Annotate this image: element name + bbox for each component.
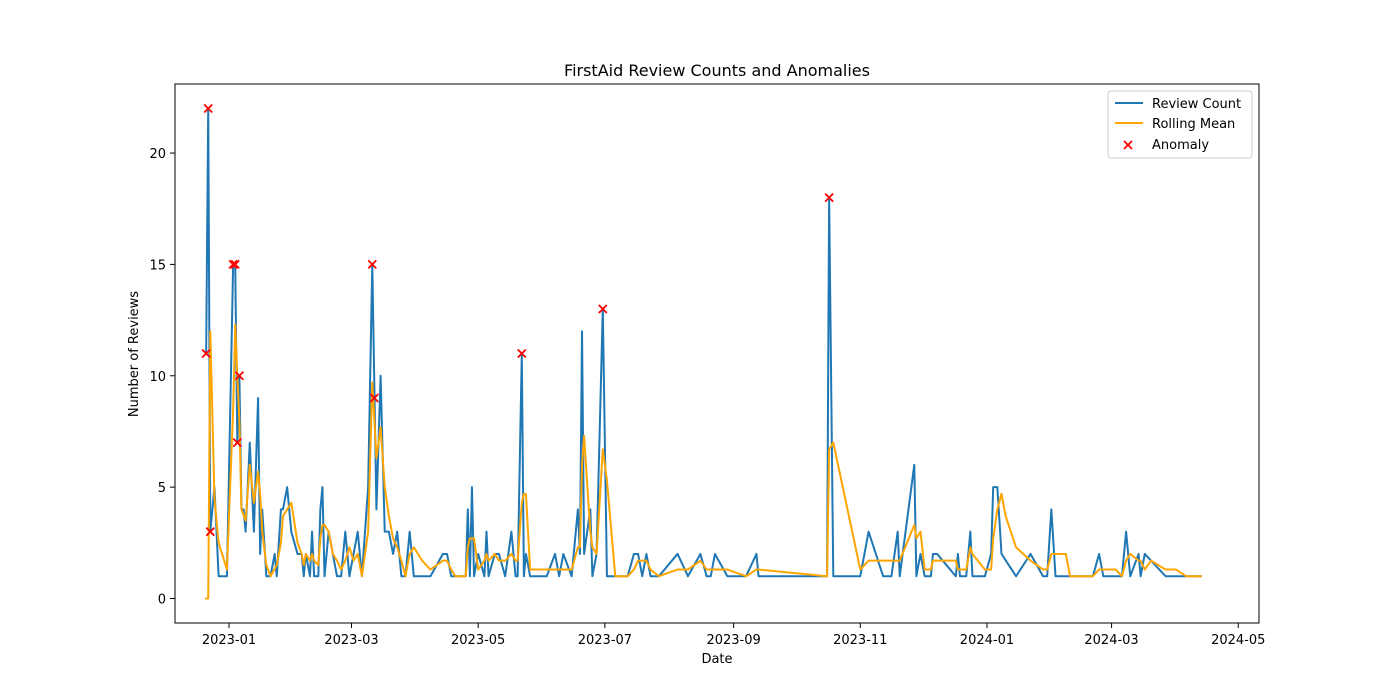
y-axis: 0 5 10 15 20 [149,147,175,608]
y-tick-label-3: 15 [149,258,166,273]
y-axis-label: Number of Reviews [127,291,142,417]
y-tick-label-0: 0 [158,593,166,608]
x-axis-label: Date [701,652,732,667]
x-tick-label-2: 2023-05 [451,633,505,648]
anomaly-point-3 [228,259,238,270]
chart-title: FirstAid Review Counts and Anomalies [564,61,870,80]
legend-label-anomaly: Anomaly [1152,138,1209,153]
anomaly-point-10 [598,304,608,314]
anomaly-point-5 [232,437,242,448]
y-tick-label-1: 5 [158,481,166,496]
x-tick-label-6: 2024-01 [960,633,1014,648]
axes-frame [174,83,1260,624]
x-tick-label-1: 2023-03 [324,633,378,648]
x-tick-label-0: 2023-01 [202,633,256,648]
anomaly-point-2 [205,527,215,537]
anomaly-point-9 [517,348,527,359]
legend-label-review-count: Review Count [1152,97,1241,112]
anomaly-point-7 [367,259,377,270]
anomaly-point-8 [369,393,379,403]
plot-area [201,103,1202,600]
anomaly-point-11 [824,192,834,203]
x-tick-label-7: 2024-03 [1084,633,1138,648]
x-tick-label-4: 2023-09 [706,633,760,648]
x-axis: 2023-01 2023-03 2023-05 2023-07 2023-09 2023-… [202,623,1265,648]
x-tick-label-8: 2024-05 [1211,633,1265,648]
legend-box [1107,90,1253,159]
y-tick-label-2: 10 [149,370,166,385]
x-tick-label-5: 2023-11 [833,633,887,648]
series-line-rolling-mean [205,323,1202,600]
x-tick-label-3: 2023-07 [578,633,632,648]
anomaly-point-0 [201,348,211,359]
legend: Review Count Rolling Mean Anomaly [1107,90,1253,159]
legend-swatch-anomaly [1123,140,1133,150]
anomaly-point-4 [230,259,240,270]
anomaly-point-1 [203,103,213,114]
legend-label-rolling-mean: Rolling Mean [1152,117,1235,132]
anomaly-point-6 [234,371,245,381]
y-tick-label-4: 20 [149,147,166,162]
